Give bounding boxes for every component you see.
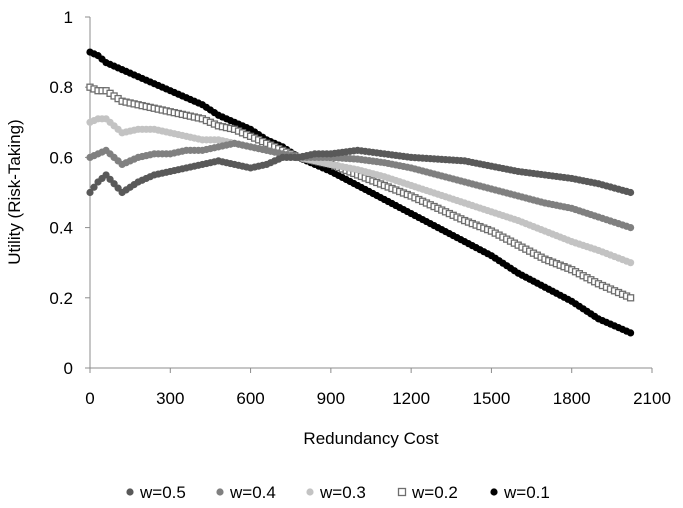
legend-marker xyxy=(126,488,134,496)
series-w-0-5 xyxy=(86,146,635,197)
legend-label: w=0.4 xyxy=(229,483,276,502)
plot-area: 0 300 600 900 1200 1500 1800 2100 0 0.2 0.4 0.6 0.8 1 xyxy=(49,8,671,408)
legend-label: w=0.3 xyxy=(319,483,366,502)
legend-marker xyxy=(216,488,224,496)
data-point xyxy=(626,224,635,232)
legend-label: w=0.5 xyxy=(139,483,186,502)
y-tick-label: 1 xyxy=(64,8,73,27)
y-tick-label: 0.8 xyxy=(49,78,73,97)
legend-item: w=0.1 xyxy=(490,483,550,502)
x-tick-label: 0 xyxy=(85,389,94,408)
legend-item: w=0.5 xyxy=(126,483,186,502)
legend-item: w=0.3 xyxy=(306,483,366,502)
x-tick-label: 1800 xyxy=(553,389,591,408)
y-tick-label: 0.4 xyxy=(49,219,73,238)
legend-marker xyxy=(397,487,407,497)
series-w-0-1 xyxy=(86,48,635,337)
x-tick-label: 1500 xyxy=(473,389,511,408)
data-point xyxy=(626,294,635,302)
x-tick-label: 300 xyxy=(156,389,184,408)
legend-marker xyxy=(490,488,498,496)
x-axis-title: Redundancy Cost xyxy=(303,429,438,448)
y-tick-label: 0.6 xyxy=(49,148,73,167)
x-tick-label: 2100 xyxy=(633,389,671,408)
y-axis-title: Utility (Risk-Taking) xyxy=(5,119,24,264)
legend-marker xyxy=(306,488,314,496)
y-tick-label: 0.2 xyxy=(49,289,73,308)
legend-label: w=0.2 xyxy=(411,483,458,502)
y-tick-label: 0 xyxy=(64,359,73,378)
data-point xyxy=(626,188,635,197)
data-point xyxy=(86,188,94,197)
legend-item: w=0.4 xyxy=(216,483,276,502)
legend: w=0.5 w=0.4 w=0.3 w=0.2 w=0.1 xyxy=(126,483,550,502)
legend-label: w=0.1 xyxy=(503,483,550,502)
x-tick-label: 900 xyxy=(317,389,345,408)
data-point xyxy=(90,183,98,191)
legend-item: w=0.2 xyxy=(397,483,458,502)
x-tick-label: 1200 xyxy=(392,389,430,408)
data-point xyxy=(626,259,635,267)
x-tick-label: 600 xyxy=(236,389,264,408)
series-w-0-2 xyxy=(86,83,635,302)
data-point xyxy=(626,329,635,337)
